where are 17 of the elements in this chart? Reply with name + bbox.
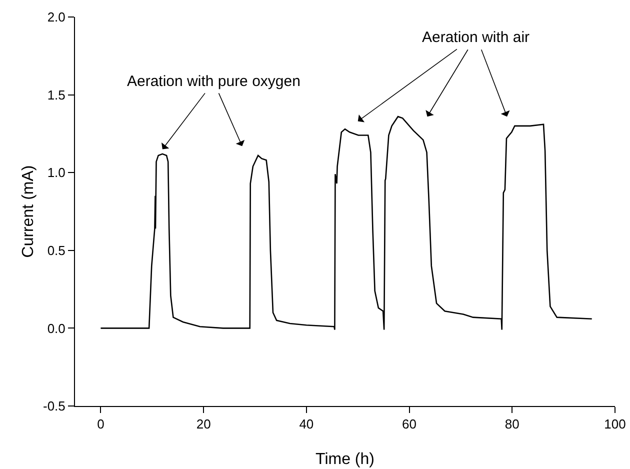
y-tick-label: 2.0 xyxy=(47,10,66,25)
x-tick-label: 60 xyxy=(402,416,417,432)
y-tick-label: 0.0 xyxy=(47,320,66,336)
annotation: Aeration with pure oxygen xyxy=(127,73,300,90)
x-tick-label: 0 xyxy=(97,416,104,432)
y-tick-label: 1.0 xyxy=(47,165,66,180)
annotation: Aeration with air xyxy=(422,29,530,46)
y-tick-label: -0.5 xyxy=(42,398,66,414)
x-tick-label: 20 xyxy=(196,416,211,432)
x-tick-label: 40 xyxy=(299,416,314,432)
x-tick-label: 100 xyxy=(604,416,626,432)
x-tick-label: 80 xyxy=(504,416,520,432)
y-tick-label: 1.5 xyxy=(47,87,66,102)
line-series xyxy=(100,116,593,330)
x-axis-title: Time (h) xyxy=(316,451,374,468)
y-axis-title: Current (mA) xyxy=(20,165,37,258)
y-tick-label: 0.5 xyxy=(47,242,66,258)
